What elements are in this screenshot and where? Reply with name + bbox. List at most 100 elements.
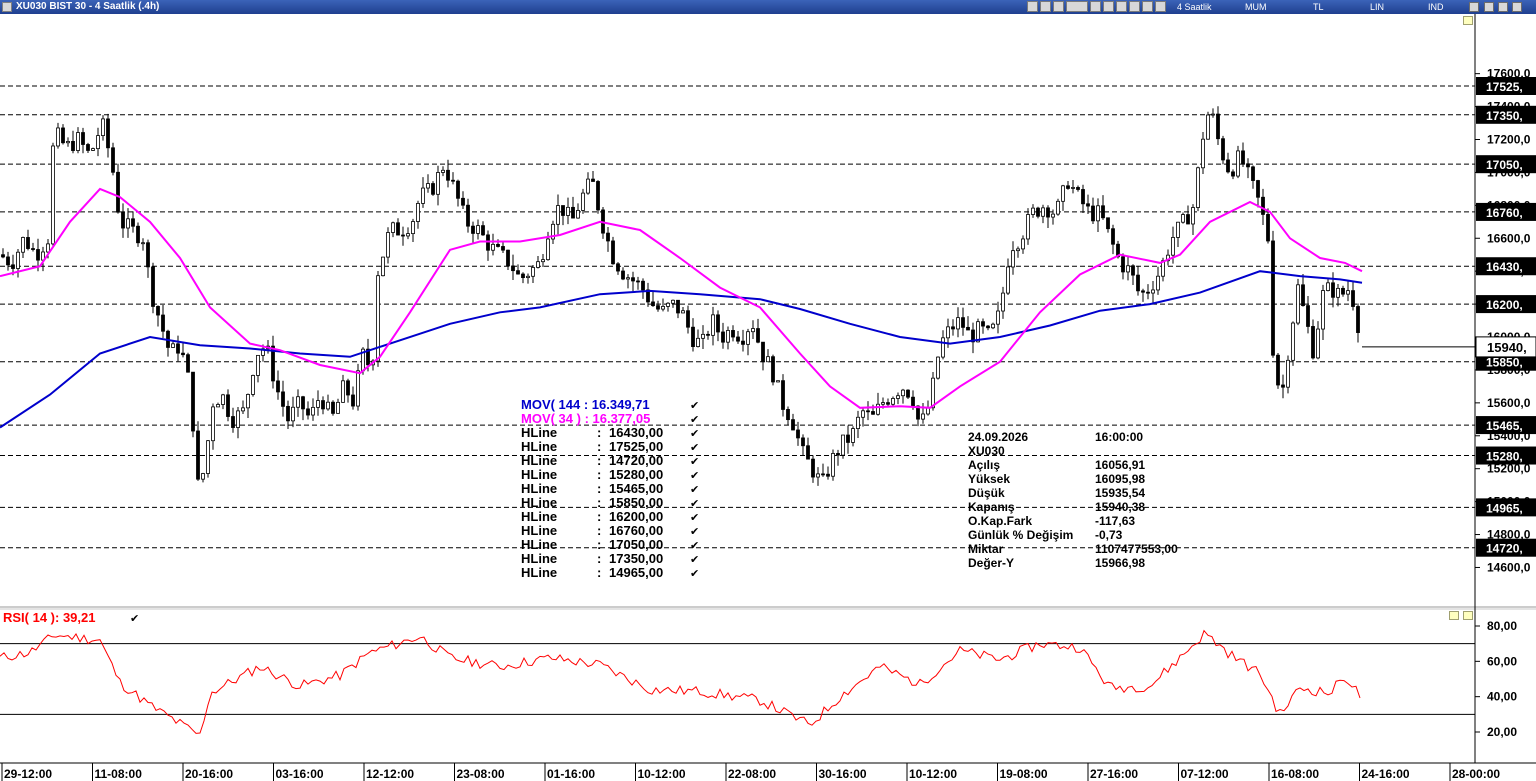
candle-up — [861, 410, 865, 418]
hline-legend-colon: : — [597, 565, 601, 580]
tool-icon[interactable] — [1090, 1, 1101, 12]
scale-menu[interactable]: LIN — [1370, 2, 1385, 12]
time-tick-label: 07-12:00 — [1181, 767, 1229, 781]
candle-down — [1121, 256, 1125, 273]
close-icon[interactable] — [1512, 2, 1522, 12]
candle-down — [1306, 305, 1310, 327]
candle-up — [901, 389, 905, 397]
time-tick-label: 03-16:00 — [276, 767, 324, 781]
price-tick-label: 14600,0 — [1487, 560, 1531, 574]
candle-up — [1171, 237, 1175, 256]
candle-up — [141, 242, 145, 245]
hline-legend-name: HLine — [521, 551, 557, 566]
candle-up — [341, 380, 345, 403]
candle-down — [276, 380, 280, 393]
candle-up — [256, 354, 260, 376]
candle-up — [976, 321, 980, 343]
rsi-tick-label: 80,00 — [1487, 619, 1517, 633]
candle-down — [1301, 284, 1305, 307]
candle-up — [681, 310, 685, 314]
hline-legend-name: HLine — [521, 537, 557, 552]
tool-icon[interactable] — [1129, 1, 1140, 12]
candle-up — [661, 306, 665, 310]
tool-icon[interactable] — [1116, 1, 1127, 12]
info-label: Kapanış — [968, 500, 1015, 514]
candle-down — [186, 354, 190, 373]
candle-up — [211, 406, 215, 442]
rsi-tick-label: 60,00 — [1487, 654, 1517, 668]
candle-up — [296, 396, 300, 408]
rsi-panel: RSI( 14 ): 39,21 ✔ 80,00 60,00 40,00 20,00 — [0, 610, 1517, 739]
rsi-line — [0, 629, 1361, 734]
rsi-panel-close-icon[interactable] — [1463, 611, 1473, 620]
hline-legend-value: 17050,00 — [609, 537, 663, 552]
minimize-icon[interactable] — [1484, 2, 1494, 12]
hline-legend-name: HLine — [521, 509, 557, 524]
candle-down — [1226, 159, 1230, 173]
currency-menu[interactable]: TL — [1313, 2, 1324, 12]
candle-down — [961, 317, 965, 328]
time-tick-label: 22-08:00 — [728, 767, 776, 781]
candle-up — [216, 404, 220, 408]
chart-type-menu[interactable]: MUM — [1245, 2, 1267, 12]
candle-down — [1246, 163, 1250, 168]
info-label: Değer-Y — [968, 556, 1014, 570]
tool-icon[interactable] — [1053, 1, 1064, 12]
checkmark-icon: ✔ — [690, 540, 699, 552]
info-label: O.Kap.Fark — [968, 514, 1032, 528]
candle-down — [151, 266, 155, 307]
hline-legend-colon: : — [597, 551, 601, 566]
time-tick-label: 10-12:00 — [909, 767, 957, 781]
candle-down — [906, 389, 910, 398]
tool-icon[interactable] — [1040, 1, 1051, 12]
price-panel-settings-icon[interactable] — [1463, 16, 1473, 25]
candle-down — [321, 400, 325, 410]
candle-down — [1281, 384, 1285, 388]
candle-up — [241, 407, 245, 412]
hline-tag — [1476, 77, 1536, 95]
candle-up — [56, 127, 60, 147]
last-price-label: 15940, — [1487, 340, 1527, 355]
candle-down — [886, 402, 890, 405]
tool-icon[interactable] — [1155, 1, 1166, 12]
candle-down — [591, 178, 595, 182]
candle-down — [1086, 203, 1090, 207]
maximize-icon[interactable] — [1498, 2, 1508, 12]
period-menu[interactable]: 4 Saatlik — [1177, 2, 1212, 12]
candle-up — [96, 135, 100, 150]
tool-icon[interactable] — [1066, 1, 1088, 12]
candle-down — [1351, 290, 1355, 307]
chart-area[interactable]: 17600,017400,017200,017000,016800,016600… — [0, 14, 1536, 781]
candle-up — [1056, 200, 1060, 215]
candle-up — [1236, 150, 1240, 177]
candle-up — [921, 413, 925, 420]
candle-down — [1146, 291, 1150, 294]
candle-up — [546, 238, 550, 261]
hline-legend-value: 15465,00 — [609, 481, 663, 496]
checkmark-icon: ✔ — [690, 498, 699, 510]
hline-legend-colon: : — [597, 425, 601, 440]
tool-icon[interactable] — [1103, 1, 1114, 12]
tool-icon[interactable] — [1027, 1, 1038, 12]
candle-down — [736, 336, 740, 342]
indicator-menu[interactable]: IND — [1428, 2, 1444, 12]
rsi-panel-settings-icon[interactable] — [1449, 611, 1459, 620]
tool-icon[interactable] — [1142, 1, 1153, 12]
candle-down — [1261, 196, 1265, 215]
candle-up — [856, 416, 860, 429]
candle-up — [101, 118, 105, 136]
candle-up — [556, 205, 560, 225]
hline-legend-colon: : — [597, 495, 601, 510]
candle-up — [1041, 207, 1045, 217]
hline-legend-value: 16430,00 — [609, 425, 663, 440]
candle-up — [1176, 221, 1180, 238]
candle-down — [1241, 150, 1245, 165]
candle-down — [131, 218, 135, 227]
candle-down — [756, 328, 760, 343]
indicator-label: MOV( 34 ) : 16.377,05 — [521, 411, 650, 426]
candle-down — [636, 280, 640, 283]
hline-legend-colon: : — [597, 523, 601, 538]
pin-icon[interactable] — [1469, 2, 1479, 12]
candle-down — [486, 234, 490, 251]
price-tick-label: 14800,0 — [1487, 528, 1531, 542]
